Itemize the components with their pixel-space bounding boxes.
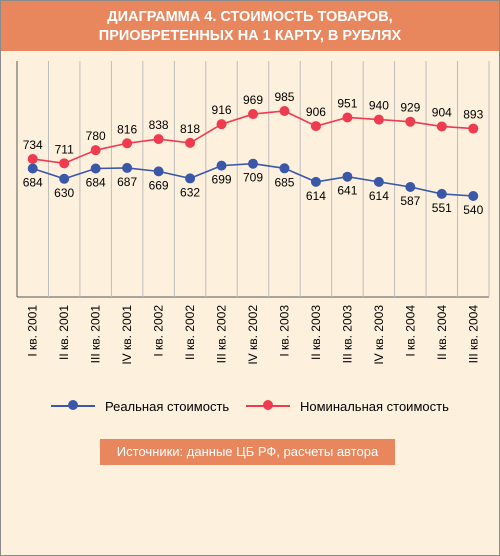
legend-item-nominal: Номинальная стоимость bbox=[246, 396, 449, 416]
data-point bbox=[279, 163, 290, 174]
data-label: 929 bbox=[400, 101, 420, 115]
legend-dot-real bbox=[68, 400, 78, 410]
data-point bbox=[153, 134, 164, 145]
chart-title-line-2: ПРИОБРЕТЕННЫХ НА 1 КАРТУ, В РУБЛЯХ bbox=[98, 28, 402, 44]
data-point bbox=[248, 158, 258, 169]
x-tick-label: III кв. 2001 bbox=[89, 305, 103, 364]
data-label: 685 bbox=[274, 175, 294, 189]
x-tick-label: III кв. 2003 bbox=[340, 305, 354, 364]
data-label: 818 bbox=[180, 122, 200, 136]
x-tick-label: III кв. 2004 bbox=[466, 305, 480, 364]
data-label: 641 bbox=[337, 184, 357, 198]
data-point bbox=[310, 121, 321, 132]
data-label: 669 bbox=[149, 178, 169, 192]
data-label: 684 bbox=[23, 175, 43, 189]
data-label: 632 bbox=[180, 185, 200, 199]
data-point bbox=[216, 160, 227, 171]
data-point bbox=[342, 171, 353, 182]
data-point bbox=[59, 173, 70, 184]
x-tick-label: I кв. 2003 bbox=[277, 305, 291, 357]
data-label: 838 bbox=[149, 118, 169, 132]
data-label: 780 bbox=[86, 129, 106, 143]
data-label: 985 bbox=[274, 90, 294, 104]
data-label: 940 bbox=[369, 99, 389, 113]
x-tick-label: II кв. 2001 bbox=[57, 305, 71, 360]
data-point bbox=[373, 114, 384, 125]
data-label: 734 bbox=[23, 138, 43, 152]
data-label: 587 bbox=[400, 194, 420, 208]
x-tick-label: IV кв. 2001 bbox=[120, 305, 134, 365]
data-label: 614 bbox=[369, 189, 389, 203]
legend-label-real: Реальная стоимость bbox=[105, 398, 230, 414]
legend-marker-real bbox=[51, 400, 95, 410]
data-label: 630 bbox=[54, 186, 74, 200]
chart-title: ДИАГРАММА 4. СТОИМОСТЬ ТОВАРОВ, ПРИОБРЕТ… bbox=[1, 1, 499, 51]
data-label: 906 bbox=[306, 105, 326, 119]
data-point bbox=[436, 188, 447, 199]
data-point bbox=[342, 112, 353, 123]
legend-label-nominal: Номинальная стоимость bbox=[300, 398, 449, 414]
data-point bbox=[27, 153, 38, 164]
x-tick-label: II кв. 2004 bbox=[435, 305, 449, 360]
data-point bbox=[185, 137, 196, 148]
data-point bbox=[59, 158, 70, 169]
x-tick-label: IV кв. 2003 bbox=[372, 305, 386, 365]
data-point bbox=[27, 163, 38, 174]
data-label: 614 bbox=[306, 189, 326, 203]
x-tick-label: I кв. 2002 bbox=[152, 305, 166, 357]
data-label: 969 bbox=[243, 93, 263, 107]
data-point bbox=[216, 119, 227, 130]
data-label: 684 bbox=[86, 175, 106, 189]
line-chart: I кв. 2001 II кв. 2001 III кв. 2001 IV кв. … bbox=[16, 61, 490, 365]
legend-item-real: Реальная стоимость bbox=[51, 396, 229, 416]
x-tick-label: I кв. 2001 bbox=[26, 305, 40, 357]
data-point bbox=[248, 109, 258, 120]
data-point bbox=[90, 163, 101, 174]
data-label: 709 bbox=[243, 171, 263, 185]
data-point bbox=[122, 162, 133, 173]
source-note: Источники: данные ЦБ РФ, расчеты автора bbox=[100, 439, 395, 465]
data-label: 699 bbox=[212, 173, 232, 187]
x-tick-label: III кв. 2002 bbox=[215, 305, 229, 364]
data-point bbox=[279, 106, 290, 116]
data-label: 951 bbox=[337, 96, 357, 110]
chart-title-line-1: ДИАГРАММА 4. СТОИМОСТЬ ТОВАРОВ, bbox=[107, 9, 393, 25]
legend-marker-nominal bbox=[246, 400, 290, 410]
x-tick-label: I кв. 2004 bbox=[403, 305, 417, 357]
data-label: 916 bbox=[212, 103, 232, 117]
data-point bbox=[468, 123, 479, 134]
data-point bbox=[90, 145, 101, 156]
data-label: 687 bbox=[117, 175, 137, 189]
data-point bbox=[373, 176, 384, 187]
data-point bbox=[468, 191, 479, 201]
data-label: 904 bbox=[432, 105, 452, 119]
data-label: 540 bbox=[463, 203, 483, 217]
data-point bbox=[310, 176, 321, 187]
data-label: 893 bbox=[463, 108, 483, 122]
x-tick-label: II кв. 2003 bbox=[309, 305, 323, 360]
legend-dot-nominal bbox=[263, 400, 273, 410]
data-point bbox=[405, 116, 416, 127]
data-label: 711 bbox=[55, 142, 74, 156]
chart-legend: Реальная стоимость Номинальная стоимость bbox=[1, 396, 499, 416]
data-point bbox=[122, 138, 133, 149]
x-tick-label: II кв. 2002 bbox=[183, 305, 197, 360]
data-point bbox=[185, 173, 196, 184]
data-label: 551 bbox=[432, 201, 452, 215]
data-label: 816 bbox=[117, 122, 137, 136]
data-point bbox=[405, 182, 416, 193]
data-point bbox=[436, 121, 447, 132]
data-point bbox=[153, 166, 164, 177]
x-tick-label: IV кв. 2002 bbox=[246, 305, 260, 365]
